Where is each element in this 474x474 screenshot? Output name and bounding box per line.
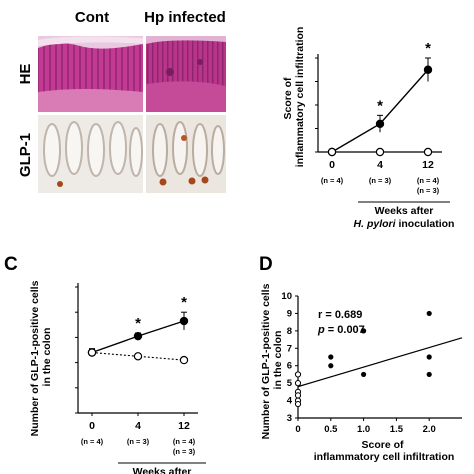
infected-point xyxy=(426,310,432,317)
he-cont-image xyxy=(38,36,143,112)
y-tick-label: 10 xyxy=(281,291,292,302)
y-tick-label: 5 xyxy=(287,378,293,389)
panel-d-xlabel-line2: inflammatory cell infiltration xyxy=(314,451,455,463)
x-tick-label: 4 xyxy=(135,420,141,432)
panel-b-ylabel-line1: Score of xyxy=(282,77,294,120)
control-point xyxy=(423,147,433,157)
control-point xyxy=(179,355,189,365)
panel-d-stat-p-value: = 0.007 xyxy=(325,324,365,336)
x-tick-label: 1.0 xyxy=(357,424,370,435)
control-point xyxy=(87,348,97,357)
panel-d-stat-p-symbol: p xyxy=(317,324,325,336)
infected-point xyxy=(361,328,367,334)
x-tick-label: 4 xyxy=(377,159,383,171)
panel-d-xlabel: Score of inflammatory cell infiltration xyxy=(314,439,455,463)
col-label-hp-infected: Hp infected xyxy=(144,9,226,26)
y-tick-label: 9 xyxy=(287,308,292,319)
n-label: (n = 4) xyxy=(417,176,440,185)
infected-point xyxy=(426,371,432,378)
row-label-glp1: GLP-1 xyxy=(17,133,34,177)
n-label: (n = 4) xyxy=(173,437,196,446)
control-point xyxy=(294,380,302,387)
significance-star: * xyxy=(181,294,187,311)
x-label-suffix: inoculation xyxy=(396,218,455,230)
y-tick-label: 3 xyxy=(287,413,292,424)
panel-c-ylabel: Number of GLP-1-positive cells in the co… xyxy=(29,278,53,437)
infected-point xyxy=(328,363,334,369)
infected-point xyxy=(328,354,334,360)
panel-d-xlabel-line1: Score of xyxy=(362,439,405,451)
panel-b: Score of inflammatory cell infiltration … xyxy=(282,27,454,230)
regression-line xyxy=(297,337,463,388)
panel-d-ylabel-line1: Number of GLP-1-positive cells xyxy=(260,283,272,439)
panel-b-ylabel-line2: inflammatory cell infiltration xyxy=(294,27,306,168)
panel-d-ylabel-line2: in the colon xyxy=(272,331,284,390)
n-label: (n = 3) xyxy=(417,186,440,195)
y-tick-label: 7 xyxy=(287,343,292,354)
control-point xyxy=(375,147,385,157)
x-label: Weeks after xyxy=(133,466,192,474)
y-tick-label: 6 xyxy=(287,361,292,372)
control-point xyxy=(133,352,143,361)
significance-star: * xyxy=(425,40,431,57)
infected-point xyxy=(361,371,367,378)
panel-a: Cont Hp infected HE GLP-1 xyxy=(17,9,226,193)
x-tick-label: 2.0 xyxy=(423,424,436,435)
panel-d-stat-r: r = 0.689 xyxy=(318,309,362,321)
x-tick-label: 0 xyxy=(89,420,95,432)
control-point xyxy=(294,400,302,408)
x-tick-label: 12 xyxy=(178,420,190,432)
x-tick-label: 12 xyxy=(422,159,434,171)
panel-c: C Number of GLP-1-positive cells in the … xyxy=(4,254,206,474)
panel-c-ylabel-line2: in the colon xyxy=(41,328,53,387)
control-series-line xyxy=(91,351,185,361)
infected-point xyxy=(179,316,189,326)
y-tick-label: 4 xyxy=(287,396,293,407)
control-point xyxy=(327,147,337,157)
x-tick-label: 0.5 xyxy=(324,424,338,435)
x-label-italic: H. pylori xyxy=(354,218,397,230)
row-label-he: HE xyxy=(17,64,34,85)
n-label: (n = 4) xyxy=(321,176,344,185)
x-tick-label: 0 xyxy=(295,424,300,435)
panel-d-ylabel: Number of GLP-1-positive cells in the co… xyxy=(260,281,284,440)
panel-d-letter: D xyxy=(259,254,273,275)
glp1-cont-image xyxy=(38,115,143,193)
he-hp-image xyxy=(146,36,226,112)
x-label: Weeks after xyxy=(375,205,434,217)
infected-point xyxy=(133,331,143,341)
significance-star: * xyxy=(135,315,141,332)
panel-b-plot: 0(n = 4)4(n = 3)12(n = 4)(n = 3)**Weeks … xyxy=(315,40,454,230)
x-label-line2: H. pylori inoculation xyxy=(354,218,455,230)
panel-c-letter: C xyxy=(4,254,18,275)
panel-d-stat-p: p = 0.007 xyxy=(317,324,365,336)
control-point xyxy=(294,371,302,378)
infected-point xyxy=(375,119,385,129)
panel-d: D Number of GLP-1-positive cells in the … xyxy=(259,254,463,463)
panel-d-plot: 3 4 5 6 7 8 9 10 0 0.5 1.0 1.5 2.0 xyxy=(281,291,463,435)
panel-c-ylabel-line1: Number of GLP-1-positive cells xyxy=(29,280,41,436)
panel-c-plot: 0(n = 4)4(n = 3)12(n = 4)(n = 3)**Weeks … xyxy=(75,283,206,474)
panel-b-ylabel: Score of inflammatory cell infiltration xyxy=(282,27,306,168)
n-label: (n = 3) xyxy=(173,447,196,456)
n-label: (n = 3) xyxy=(127,437,150,446)
infected-point xyxy=(423,65,433,74)
infected-point xyxy=(426,354,432,360)
x-tick-label: 1.5 xyxy=(390,424,404,435)
control-point xyxy=(294,392,302,399)
significance-star: * xyxy=(377,97,383,114)
n-label: (n = 4) xyxy=(81,437,104,446)
n-label: (n = 3) xyxy=(369,176,392,185)
y-tick-label: 8 xyxy=(287,326,292,337)
x-tick-label: 0 xyxy=(329,159,335,171)
glp1-hp-image xyxy=(146,115,226,193)
col-label-cont: Cont xyxy=(75,9,109,26)
